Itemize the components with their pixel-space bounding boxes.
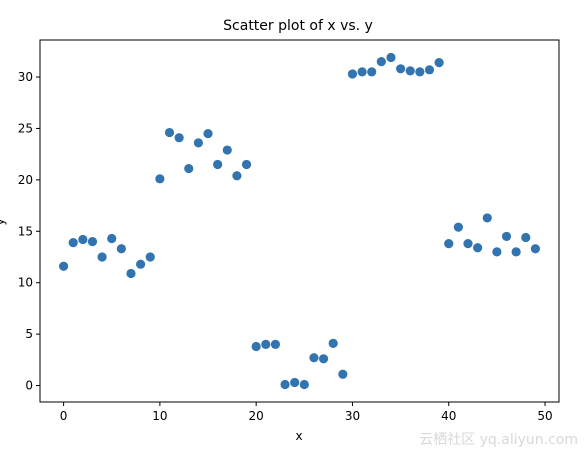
data-point xyxy=(280,379,290,390)
x-tick-label: 20 xyxy=(249,409,264,423)
data-point xyxy=(261,339,271,350)
data-point xyxy=(145,252,155,262)
x-axis-ticks: 0 10 20 30 40 50 xyxy=(60,402,553,423)
data-point xyxy=(386,52,396,63)
data-point xyxy=(376,56,386,67)
data-point xyxy=(473,243,483,253)
data-point xyxy=(78,234,88,245)
data-point xyxy=(482,213,492,223)
watermark-text: 云栖社区 yq.aliyun.com xyxy=(419,432,578,448)
data-point xyxy=(87,236,98,247)
data-point xyxy=(193,138,203,148)
y-tick-label: 20 xyxy=(18,173,33,187)
data-point xyxy=(453,222,463,232)
y-tick-label: 25 xyxy=(18,121,33,135)
chart-title: Scatter plot of x vs. y xyxy=(223,18,373,34)
y-axis-ticks: 0 5 10 15 20 25 30 xyxy=(18,70,40,393)
data-point xyxy=(164,127,175,138)
data-point xyxy=(174,133,184,143)
data-point xyxy=(405,66,415,76)
plot-frame xyxy=(39,39,560,403)
data-point xyxy=(126,268,136,279)
data-point xyxy=(155,174,165,184)
x-tick-label: 0 xyxy=(60,409,68,423)
x-tick-label: 30 xyxy=(345,409,360,423)
data-point xyxy=(530,244,541,254)
data-point xyxy=(68,237,78,248)
data-point xyxy=(299,379,309,390)
y-tick-label: 5 xyxy=(25,327,33,341)
data-point xyxy=(136,259,146,269)
data-point xyxy=(58,261,69,271)
data-point xyxy=(309,353,319,363)
data-point xyxy=(347,69,358,79)
data-point xyxy=(270,339,281,350)
x-tick-label: 10 xyxy=(152,409,167,423)
y-tick-label: 0 xyxy=(25,379,33,393)
data-point xyxy=(251,341,261,352)
data-point xyxy=(424,65,435,75)
data-point xyxy=(213,159,223,170)
x-tick-label: 40 xyxy=(441,409,456,423)
data-point xyxy=(328,338,338,348)
data-point xyxy=(338,369,348,379)
data-point xyxy=(290,377,300,388)
data-point xyxy=(396,64,406,74)
data-point xyxy=(492,247,502,257)
data-point xyxy=(444,239,454,249)
data-point xyxy=(107,233,117,244)
data-point xyxy=(203,128,213,139)
data-point xyxy=(357,67,367,77)
x-tick-label: 50 xyxy=(537,409,552,423)
data-points xyxy=(58,52,541,390)
data-point xyxy=(434,58,444,68)
data-point xyxy=(521,232,531,243)
data-point xyxy=(501,231,512,242)
data-point xyxy=(318,354,329,364)
data-point xyxy=(367,67,377,77)
y-tick-label: 10 xyxy=(18,276,33,290)
data-point xyxy=(511,247,521,257)
y-tick-label: 30 xyxy=(18,70,33,84)
data-point xyxy=(463,239,473,249)
data-point xyxy=(415,67,425,77)
data-point xyxy=(241,159,252,170)
data-point xyxy=(184,163,194,174)
data-point xyxy=(116,244,126,254)
data-point xyxy=(97,252,107,262)
data-point xyxy=(232,171,242,181)
data-point xyxy=(222,145,232,155)
y-axis-label: y xyxy=(0,218,7,225)
y-tick-label: 15 xyxy=(18,224,33,238)
x-axis-label: x xyxy=(295,429,302,443)
